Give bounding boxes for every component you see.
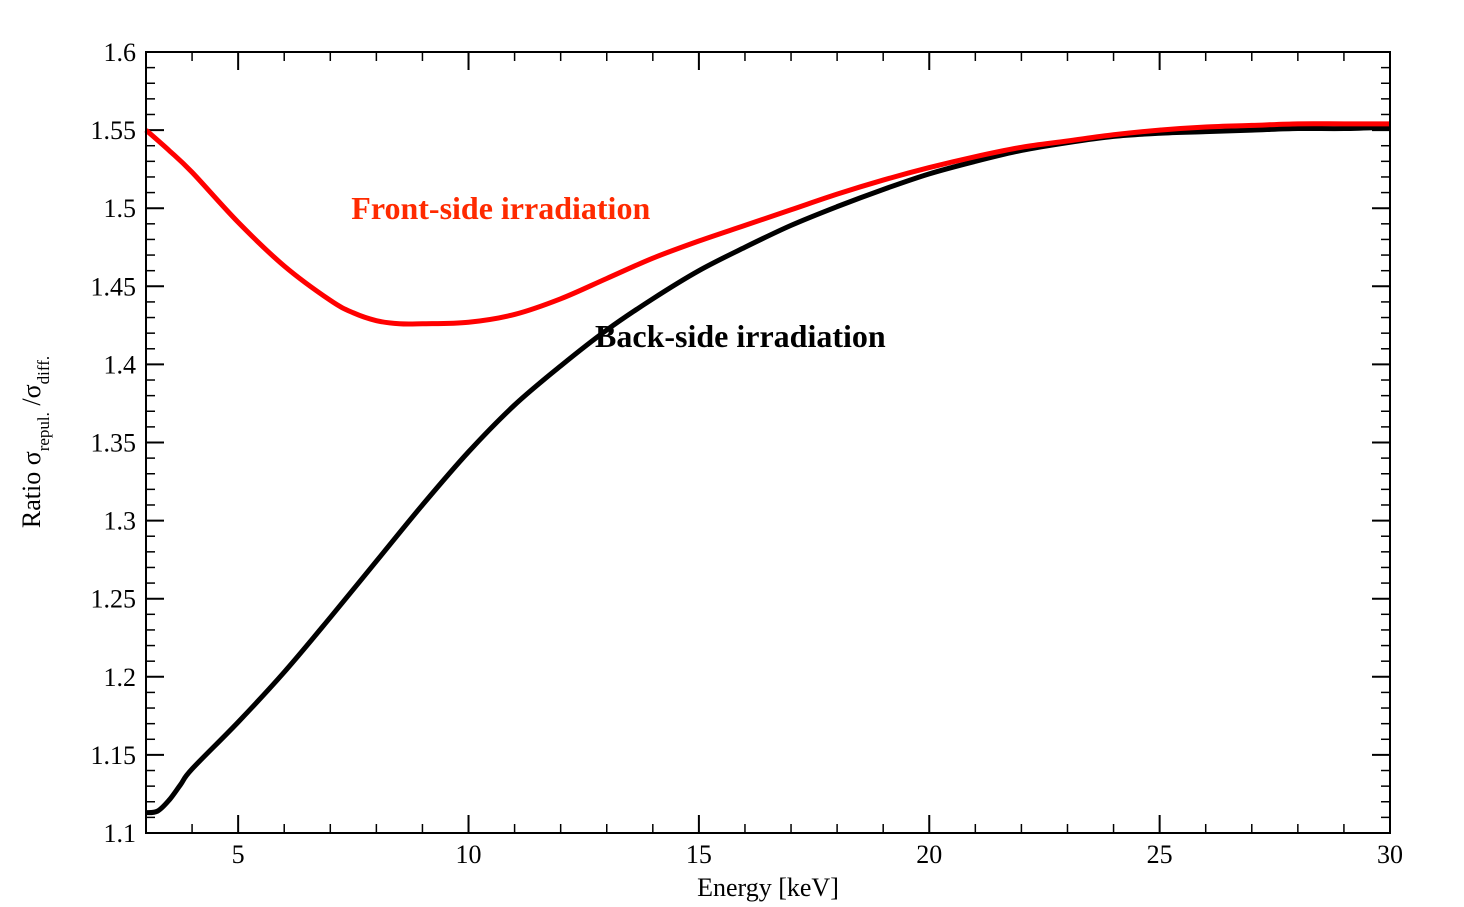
y-axis-title-prefix: Ratio [17,465,46,528]
series-lines [144,121,1391,816]
back-side-line [145,124,1391,816]
plot-area-background [146,52,1390,833]
y-axis-title-sub1: repul. [34,412,53,451]
back-side-label: Back-side irradiation [595,318,886,354]
minor-ticks [145,52,1390,833]
y-tick-label: 1.5 [104,194,137,223]
y-tick-label: 1.6 [104,38,137,67]
y-tick-label: 1.1 [104,819,137,848]
y-tick-label: 1.35 [91,429,137,458]
y-tick-label: 1.3 [104,507,137,536]
y-axis-title-sigma2: σ [17,384,46,398]
y-tick-label: 1.2 [104,663,137,692]
y-axis-title-sigma1: σ [17,451,46,465]
x-tick-label: 25 [1147,840,1173,869]
y-tick-label: 1.4 [104,350,137,379]
y-tick-label: 1.55 [91,116,137,145]
x-axis-title: Energy [keV] [697,873,839,902]
x-tick-label: 10 [456,840,482,869]
x-tick-label: 20 [916,840,942,869]
y-tick-label: 1.15 [91,741,137,770]
y-axis-title-sub2: diff. [34,356,53,385]
y-axis-title: Ratio σrepul. /σdiff. [17,356,53,528]
y-tick-label: 1.45 [91,272,137,301]
x-tick-label: 30 [1377,840,1403,869]
x-tick-label: 5 [232,840,245,869]
tick-labels: 5 10 15 20 25 30 1.1 1.15 1.2 1.25 1.3 1.35 1.4 1.45 1… [91,38,1404,869]
front-side-line [144,121,1390,327]
y-tick-label: 1.25 [91,585,137,614]
x-tick-label: 15 [686,840,712,869]
annotations: Front-side irradiation Back-side irradiat… [351,190,886,354]
plot-frame [145,51,1391,834]
front-side-label: Front-side irradiation [351,190,650,226]
y-axis-title-separator: / [17,398,46,413]
